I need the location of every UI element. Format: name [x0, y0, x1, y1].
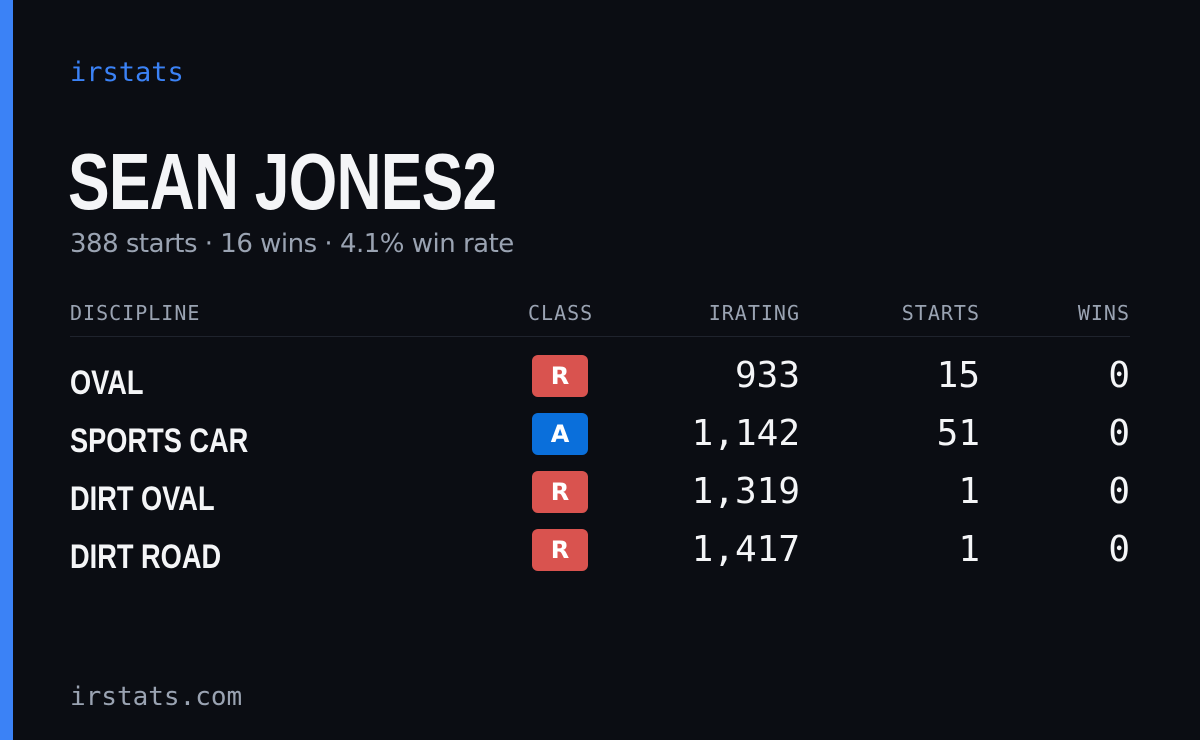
class-badge: R: [532, 529, 588, 571]
table-body: OVAL R 933 15 0 SPORTS CAR A 1,142 51 0 …: [70, 337, 1130, 585]
discipline-name: DIRT ROAD: [70, 538, 222, 576]
discipline-name: OVAL: [70, 364, 144, 402]
discipline-table: DISCIPLINE CLASS IRATING STARTS WINS OVA…: [70, 296, 1130, 585]
class-badge: A: [532, 413, 588, 455]
wins-value: 0: [1108, 355, 1130, 396]
brand-logo-text: irstats: [70, 57, 184, 88]
table-row: DIRT ROAD R 1,417 1 0: [70, 527, 1130, 585]
accent-bar: [0, 0, 13, 740]
starts-value: 1: [958, 529, 980, 570]
irating-value: 1,319: [691, 471, 800, 512]
driver-summary: 388 starts · 16 wins · 4.1% win rate: [70, 229, 514, 259]
footer-site-url: irstats.com: [70, 682, 243, 712]
discipline-name: DIRT OVAL: [70, 480, 215, 518]
class-badge: R: [532, 355, 588, 397]
header-class: CLASS: [528, 301, 594, 325]
starts-value: 1: [958, 471, 980, 512]
table-header: DISCIPLINE CLASS IRATING STARTS WINS: [70, 296, 1130, 337]
discipline-name: SPORTS CAR: [70, 422, 249, 460]
header-starts: STARTS: [901, 301, 980, 325]
driver-name: SEAN JONES2: [68, 137, 497, 226]
starts-value: 15: [936, 355, 980, 396]
irating-value: 1,417: [691, 529, 800, 570]
table-row: OVAL R 933 15 0: [70, 353, 1130, 411]
header-discipline: DISCIPLINE: [70, 301, 201, 325]
irating-value: 1,142: [691, 413, 800, 454]
table-row: DIRT OVAL R 1,319 1 0: [70, 469, 1130, 527]
wins-value: 0: [1108, 413, 1130, 454]
wins-value: 0: [1108, 471, 1130, 512]
starts-value: 51: [936, 413, 980, 454]
class-badge: R: [532, 471, 588, 513]
table-row: SPORTS CAR A 1,142 51 0: [70, 411, 1130, 469]
wins-value: 0: [1108, 529, 1130, 570]
irating-value: 933: [734, 355, 800, 396]
header-wins: WINS: [1077, 301, 1130, 325]
header-irating: IRATING: [708, 301, 800, 325]
